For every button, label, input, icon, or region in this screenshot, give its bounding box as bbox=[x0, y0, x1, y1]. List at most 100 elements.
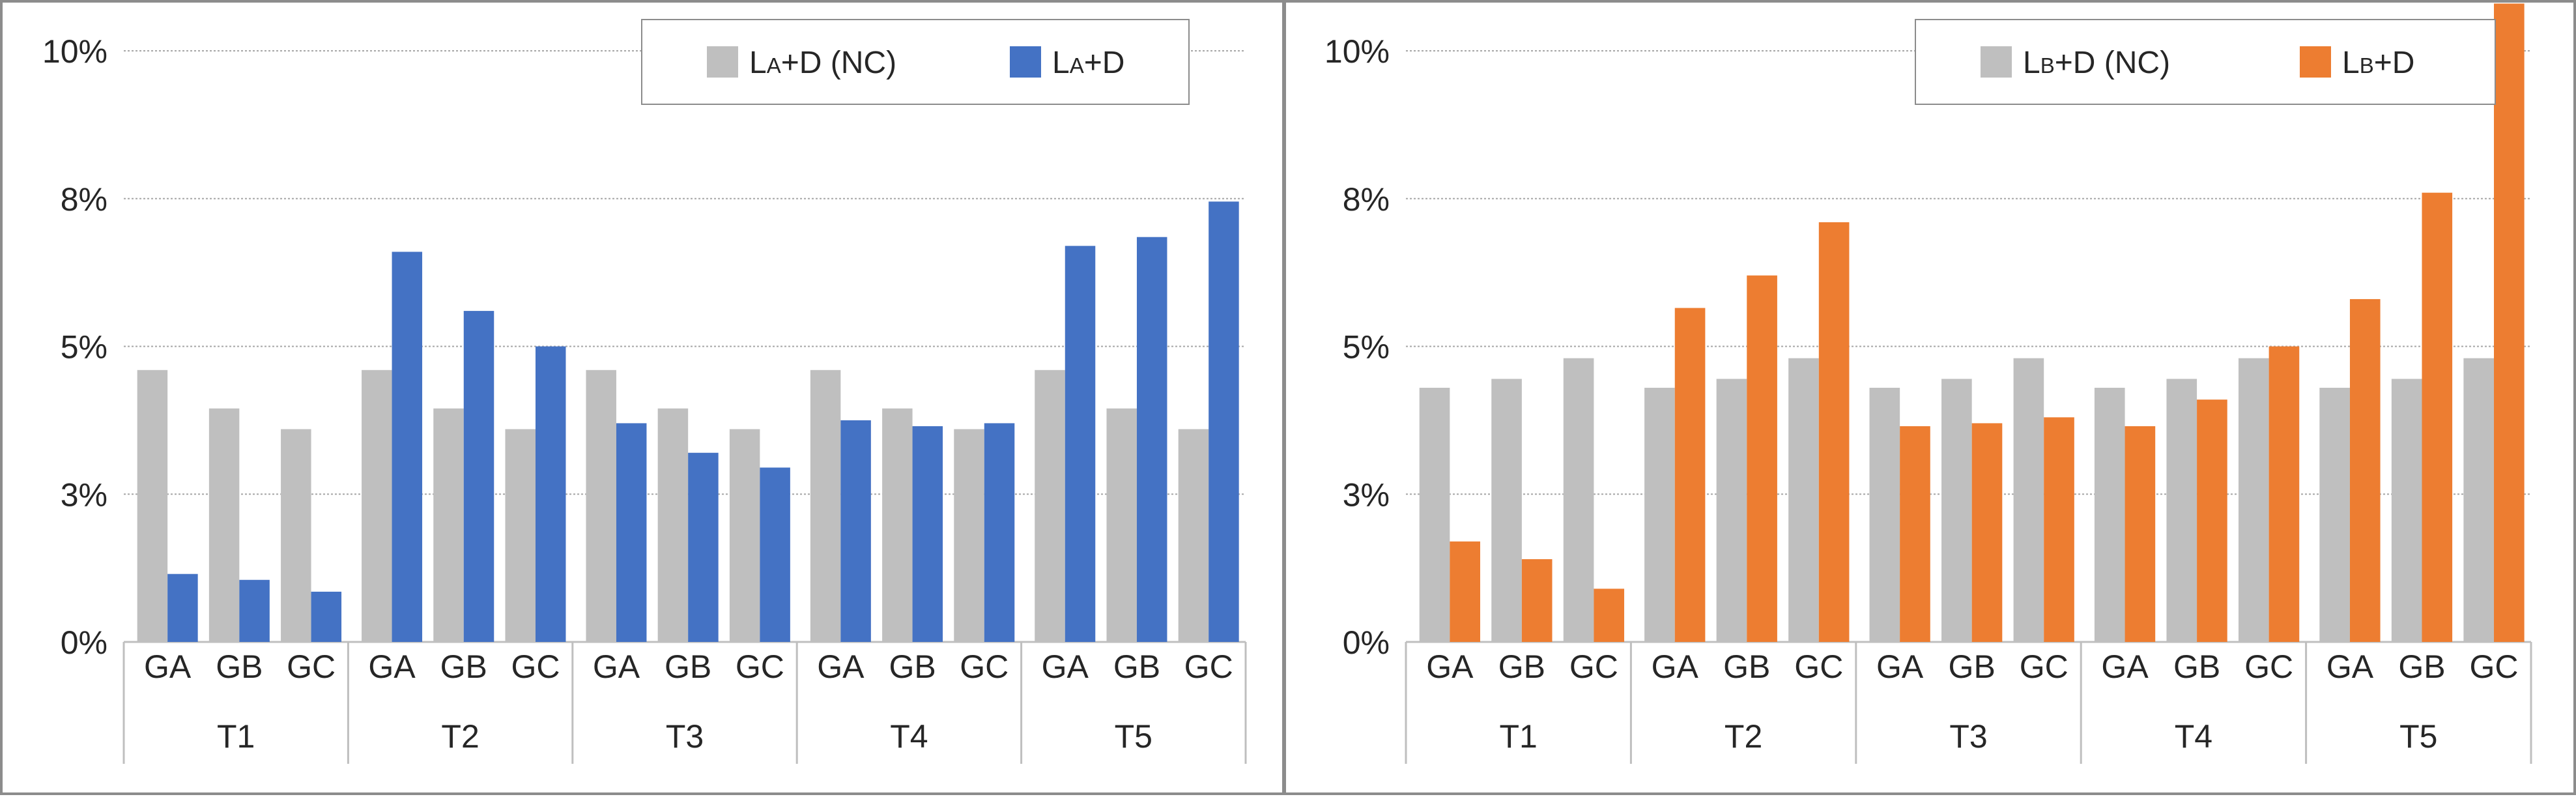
bar-nc bbox=[2463, 358, 2495, 642]
bar-nc bbox=[954, 429, 984, 642]
bar-main bbox=[688, 452, 719, 642]
x-subcategory-label: GC bbox=[2244, 648, 2293, 685]
legend: LA+D (NC) LA+D bbox=[641, 19, 1190, 105]
x-subcategory-label: GC bbox=[287, 648, 336, 685]
x-subcategory-label: GA bbox=[1042, 648, 1089, 685]
bar-nc bbox=[1178, 429, 1209, 642]
x-subcategory-label: GC bbox=[960, 648, 1009, 685]
bar-main bbox=[1136, 237, 1167, 643]
y-tick-label: 0% bbox=[61, 624, 107, 661]
legend-swatch-main bbox=[2300, 46, 2331, 78]
bar-main bbox=[840, 420, 871, 642]
bar-nc bbox=[281, 429, 311, 642]
bar-nc bbox=[1491, 379, 1522, 642]
bar-nc bbox=[810, 370, 841, 642]
x-group-label: T3 bbox=[666, 718, 704, 755]
bar-main bbox=[535, 346, 566, 642]
bar-main bbox=[1209, 201, 1239, 642]
bar-main bbox=[2268, 346, 2300, 642]
bar-nc bbox=[1419, 387, 1450, 642]
bar-main bbox=[1747, 275, 1777, 642]
bar-nc bbox=[2166, 379, 2197, 642]
bar-nc bbox=[505, 429, 536, 642]
bar-main bbox=[1521, 559, 1553, 642]
bar-main bbox=[1971, 423, 2003, 642]
bar-main bbox=[2197, 400, 2227, 642]
x-subcategory-label: GA bbox=[817, 648, 865, 685]
chart-panel-2: 0% 3% 5% 8% 10% GA GB GC T1 GA GB GC T2 GA GB GC T3 GA GB G… bbox=[1283, 0, 2576, 795]
bar-main bbox=[239, 579, 270, 642]
legend-swatch-main bbox=[1010, 46, 1041, 78]
y-tick-label: 0% bbox=[1343, 624, 1390, 661]
bar-main bbox=[1594, 588, 1625, 642]
bar-main bbox=[1818, 222, 1850, 642]
bar-main bbox=[2494, 3, 2525, 642]
x-subcategory-label: GA bbox=[2101, 648, 2149, 685]
bar-nc bbox=[137, 370, 168, 642]
bar-nc bbox=[657, 408, 689, 642]
x-subcategory-label: GB bbox=[1113, 648, 1160, 685]
x-subcategory-label: GA bbox=[368, 648, 416, 685]
bar-main bbox=[2125, 426, 2156, 642]
x-subcategory-label: GA bbox=[144, 648, 192, 685]
x-group-label: T5 bbox=[2399, 718, 2437, 755]
x-subcategory-label: GC bbox=[1794, 648, 1843, 685]
y-tick-label: 3% bbox=[1343, 476, 1390, 513]
bar-main bbox=[2422, 192, 2453, 642]
y-tick-label: 5% bbox=[1343, 329, 1390, 366]
legend-box bbox=[1915, 19, 2496, 105]
x-subcategory-label: GB bbox=[2173, 648, 2220, 685]
y-tick-label: 5% bbox=[61, 329, 107, 366]
bar-main bbox=[311, 591, 342, 642]
x-subcategory-label: GA bbox=[1652, 648, 1699, 685]
legend-label-main: LB+D bbox=[2342, 46, 2414, 80]
y-tick-label: 10% bbox=[42, 33, 107, 70]
x-subcategory-label: GB bbox=[1723, 648, 1770, 685]
x-subcategory-label: GC bbox=[736, 648, 784, 685]
legend-label-nc: LB+D (NC) bbox=[2023, 46, 2170, 80]
bar-nc bbox=[1106, 408, 1137, 642]
x-subcategory-label: GA bbox=[2326, 648, 2374, 685]
bar-main bbox=[984, 423, 1015, 642]
x-group-label: T3 bbox=[1949, 718, 1987, 755]
y-tick-label: 8% bbox=[61, 181, 107, 218]
x-group-label: T1 bbox=[1500, 718, 1538, 755]
legend-label-nc: LA+D (NC) bbox=[749, 46, 896, 80]
bar-nc bbox=[2319, 387, 2350, 642]
x-group-label: T2 bbox=[441, 718, 479, 755]
x-subcategory-label: GB bbox=[216, 648, 263, 685]
bar-main bbox=[2349, 298, 2381, 642]
bar-nc bbox=[2238, 358, 2269, 642]
x-subcategory-label: GB bbox=[889, 648, 936, 685]
x-subcategory-label: GC bbox=[1569, 648, 1618, 685]
bar-main bbox=[167, 574, 198, 642]
x-group-label: T4 bbox=[890, 718, 928, 755]
x-subcategory-label: GC bbox=[1184, 648, 1233, 685]
bar-main bbox=[1674, 308, 1706, 642]
bar-main bbox=[392, 252, 423, 642]
x-subcategory-label: GA bbox=[593, 648, 640, 685]
bar-nc bbox=[1035, 370, 1065, 642]
bar-nc bbox=[1716, 379, 1747, 642]
panel-frame bbox=[1283, 0, 2576, 795]
bar-nc bbox=[208, 408, 240, 642]
y-tick-label: 10% bbox=[1324, 33, 1390, 70]
chart-panel-1: 0% 3% 5% 8% 10% GA GB GC T1 GA GB GC T2 GA GB GC T3 GA GB G… bbox=[0, 0, 1285, 795]
x-group-label: T1 bbox=[217, 718, 255, 755]
x-subcategory-label: GA bbox=[1426, 648, 1474, 685]
x-subcategory-label: GC bbox=[2470, 648, 2519, 685]
bar-nc bbox=[2094, 387, 2125, 642]
bar-main bbox=[2044, 417, 2074, 642]
bar-nc bbox=[362, 370, 392, 642]
bar-nc bbox=[2391, 379, 2422, 642]
legend-swatch-nc bbox=[707, 46, 738, 78]
x-group-label: T2 bbox=[1724, 718, 1762, 755]
x-subcategory-label: GC bbox=[511, 648, 560, 685]
bar-nc bbox=[1644, 387, 1675, 642]
bar-nc bbox=[586, 370, 616, 642]
x-subcategory-label: GB bbox=[665, 648, 711, 685]
x-group-label: T5 bbox=[1115, 718, 1152, 755]
x-subcategory-label: GB bbox=[2398, 648, 2445, 685]
bar-main bbox=[912, 426, 943, 642]
